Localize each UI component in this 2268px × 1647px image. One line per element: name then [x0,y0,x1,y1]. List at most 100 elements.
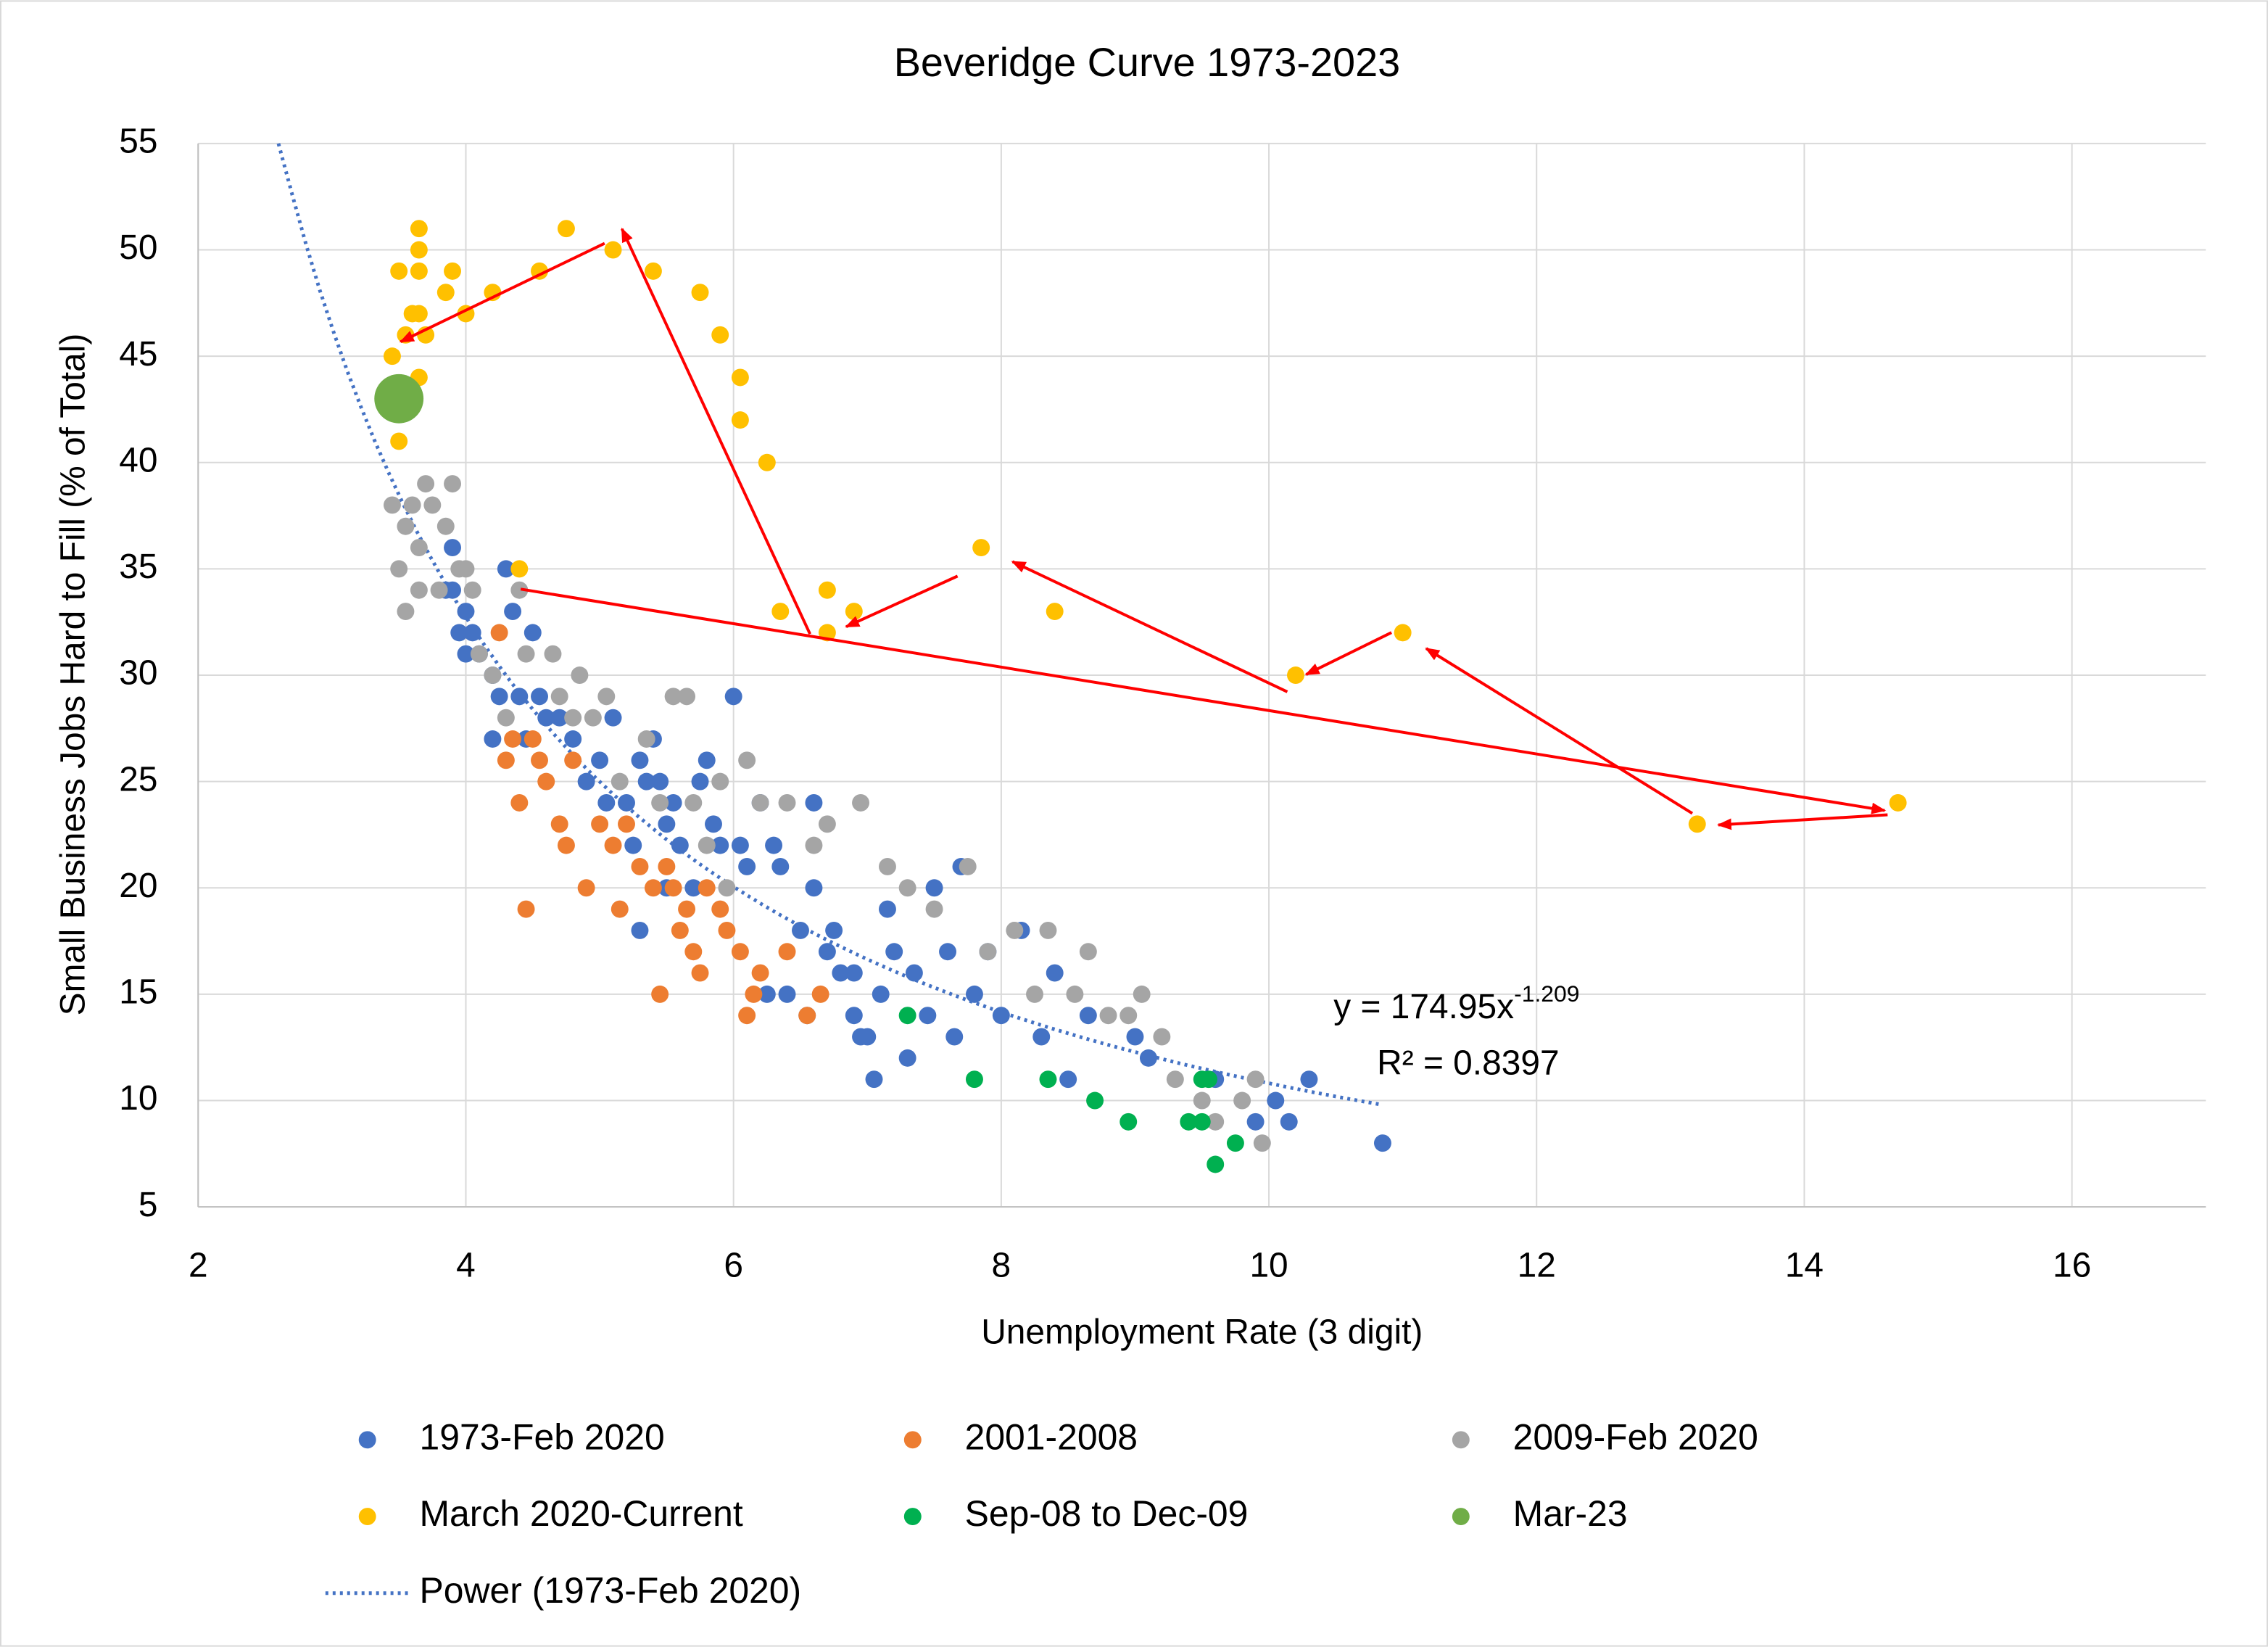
scatter-point [738,1007,756,1025]
scatter-point [691,284,709,302]
scatter-point [979,943,997,961]
arrow [520,587,1887,814]
scatter-point [731,368,749,387]
scatter-point [591,815,609,833]
scatter-point [925,879,943,897]
trend-r-squared: R² = 0.8397 [1377,1044,1559,1082]
scatter-point [1246,1113,1265,1131]
scatter-point [671,836,689,854]
trend-equation: y = 174.95x-1.209 [1333,981,1579,1025]
scatter-point [504,603,522,621]
scatter-point [1200,1070,1217,1089]
x-tick-label: 4 [456,1247,476,1285]
scatter-point [390,262,408,280]
scatter-point [504,730,522,748]
scatter-point [678,688,696,706]
scatter-point [738,857,756,875]
scatter-point [550,709,568,727]
scatter-point [444,539,462,557]
scatter-point [905,964,923,982]
scatter-point [537,709,555,727]
scatter-point [872,985,890,1003]
trend-equation-exponent: -1.209 [1514,981,1579,1007]
scatter-point [651,772,669,791]
scatter-point [436,517,455,535]
scatter-point [1193,1091,1211,1110]
scatter-point [771,603,790,621]
scatter-point [1039,1070,1057,1089]
scatter-point [959,857,977,875]
legend-marker [1452,1431,1470,1449]
scatter-point [637,730,655,748]
scatter-point [430,581,448,599]
scatter-point [658,815,676,833]
scatter-point [410,581,428,599]
scatter-point [450,624,468,642]
scatter-point [591,751,609,769]
scatter-point [651,794,669,812]
scatter-point [972,539,990,557]
y-tick-label: 5 [138,1186,158,1224]
scatter-point [417,475,435,493]
scatter-point [550,815,568,833]
scatter-point [604,709,622,727]
scatter-point [765,836,783,854]
scatter-point [878,857,896,875]
scatter-point [611,772,629,791]
scatter-point [1059,1070,1077,1089]
scatter-point [564,751,582,769]
x-tick-label: 14 [1785,1247,1824,1285]
scatter-point [531,751,548,769]
scatter-point [1394,624,1412,642]
scatter-point [965,1070,983,1089]
x-tick-label: 2 [189,1247,208,1285]
scatter-point [1193,1113,1211,1131]
arrow [399,242,605,343]
scatter-point [1086,1091,1104,1110]
scatter-point [618,794,635,812]
scatter-point [805,836,823,854]
scatter-point [631,857,649,875]
scatter-point [410,241,428,259]
legend-label: 2009-Feb 2020 [1513,1416,1758,1457]
scatter-point [1079,1007,1097,1025]
scatter-point [564,709,582,727]
scatter-point [531,688,548,706]
scatter-point [497,709,515,727]
scatter-point [470,645,488,663]
scatter-point [898,1049,916,1067]
scatter-point [658,857,676,875]
scatter-point [798,1007,816,1025]
scatter-point [885,943,903,961]
scatter-point [390,432,408,450]
scatter-point [678,900,696,918]
scatter-point [631,921,649,939]
y-tick-label: 50 [119,228,157,267]
scatter-point [397,517,415,535]
scatter-point [818,581,836,599]
legend-marker [903,1508,922,1526]
legend-label: March 2020-Current [420,1493,743,1534]
y-tick-label: 10 [119,1079,157,1118]
legend: 1973-Feb 2020 2001-2008 2009-Feb 2020 March… [325,1416,1758,1611]
scatter-point [771,857,790,875]
scatter-point [805,794,823,812]
scatter-point [825,921,843,939]
scatter-point [557,220,575,238]
scatter-point [497,751,515,769]
scatter-point [383,496,401,514]
legend-marker [903,1431,922,1449]
scatter-point [1026,985,1043,1003]
scatter-point [919,1007,937,1025]
scatter-point [571,666,589,684]
scatter-point [410,305,428,323]
scatter-point [1246,1070,1265,1089]
scatter-point [624,836,642,854]
scatter-point [564,730,582,748]
scatter-point [457,603,475,621]
scatter-point [939,943,956,961]
arrow [1716,813,1888,830]
scatter-point [711,900,729,918]
y-tick-label: 20 [119,867,157,905]
